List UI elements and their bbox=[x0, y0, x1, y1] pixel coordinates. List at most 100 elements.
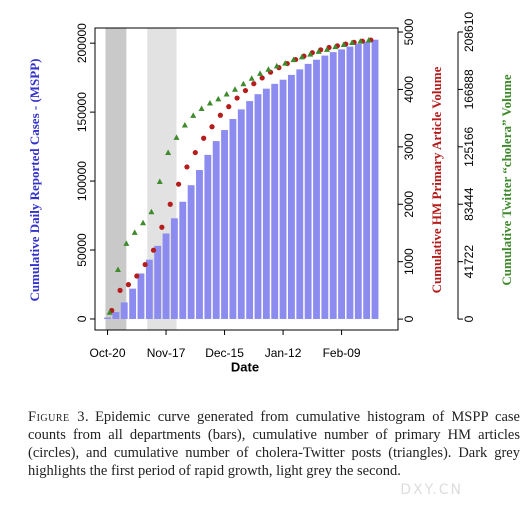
triangle-point bbox=[323, 46, 330, 52]
bar bbox=[354, 43, 362, 319]
y2-tick-label: 0 bbox=[402, 315, 416, 322]
x-tick-label: Dec-15 bbox=[205, 346, 244, 360]
triangle-point bbox=[156, 178, 163, 184]
bar bbox=[162, 233, 170, 319]
triangle-point bbox=[181, 122, 188, 128]
circle-point bbox=[117, 287, 123, 293]
circle-point bbox=[125, 282, 132, 288]
triangle-point bbox=[223, 91, 230, 97]
triangle-point bbox=[349, 39, 356, 45]
caption-text: Epidemic curve generated from cumulative… bbox=[28, 409, 520, 479]
triangle-point bbox=[340, 41, 347, 48]
x-axis-title: Date bbox=[231, 359, 259, 374]
circle-point bbox=[175, 181, 182, 187]
x-tick-label: Feb-09 bbox=[323, 346, 361, 360]
chart: Date Cumulative Daily Reported Cases - (… bbox=[27, 12, 514, 375]
bar bbox=[279, 79, 287, 319]
bar bbox=[371, 39, 379, 319]
bar bbox=[237, 109, 245, 319]
bar bbox=[363, 41, 371, 319]
triangle-point bbox=[114, 266, 121, 273]
bar bbox=[145, 259, 153, 319]
circle-point bbox=[201, 135, 207, 141]
triangle-point bbox=[190, 112, 197, 118]
bar bbox=[129, 288, 137, 319]
triangle-point bbox=[198, 105, 205, 112]
triangle-point bbox=[123, 240, 130, 246]
x-tick-label: Oct-20 bbox=[90, 346, 126, 360]
triangle-point bbox=[206, 100, 213, 106]
y2-tick-label: 4000 bbox=[402, 76, 416, 103]
y-tick-label: 100000 bbox=[75, 161, 89, 201]
y-tick-label: 50000 bbox=[75, 233, 89, 267]
bar bbox=[321, 55, 329, 319]
bar bbox=[304, 63, 312, 319]
bar bbox=[338, 49, 346, 319]
triangle-point bbox=[315, 48, 322, 54]
y3-tick-label: 125166 bbox=[462, 126, 476, 166]
bar bbox=[204, 154, 212, 319]
y-tick-label: 0 bbox=[75, 315, 89, 322]
circle-point bbox=[209, 124, 215, 130]
bar bbox=[137, 273, 145, 319]
triangle-point bbox=[148, 208, 155, 215]
circle-point bbox=[217, 112, 223, 118]
triangle-point bbox=[265, 66, 272, 72]
y2-tick-label: 3000 bbox=[402, 133, 416, 160]
circle-point bbox=[167, 201, 173, 207]
triangle-point bbox=[298, 53, 305, 60]
bar bbox=[212, 141, 220, 319]
circle-point bbox=[192, 149, 198, 156]
bar bbox=[229, 119, 237, 319]
triangle-point bbox=[106, 309, 113, 315]
circle-point bbox=[159, 224, 165, 230]
bar bbox=[154, 245, 162, 319]
y2-axis-title: Cumulative HM Primary Article Volume bbox=[429, 66, 444, 293]
bar bbox=[120, 302, 128, 319]
y2-tick-label: 2000 bbox=[402, 191, 416, 218]
circle-point bbox=[150, 247, 157, 253]
triangle-point bbox=[290, 56, 297, 63]
bar bbox=[179, 201, 187, 319]
y2-tick-label: 5000 bbox=[402, 18, 416, 45]
bar bbox=[196, 170, 203, 319]
circle-point bbox=[134, 273, 140, 279]
circle-point bbox=[142, 261, 148, 268]
x-tick-label: Nov-17 bbox=[147, 346, 186, 360]
y3-axis-title: Cumulative Twitter “cholera” Volume bbox=[499, 74, 514, 285]
y3-tick-label: 166888 bbox=[462, 69, 476, 109]
triangle-point bbox=[173, 134, 180, 140]
triangle-point bbox=[357, 38, 364, 44]
highlight-band bbox=[105, 28, 127, 330]
triangle-point bbox=[257, 70, 264, 76]
circle-point bbox=[259, 75, 265, 81]
y-axis-title: Cumulative Daily Reported Cases - (MSPP) bbox=[27, 59, 42, 302]
bar bbox=[271, 83, 279, 319]
y-tick-label: 150000 bbox=[75, 92, 89, 132]
triangle-point bbox=[273, 62, 280, 69]
y3-tick-label: 0 bbox=[462, 315, 476, 322]
circle-point bbox=[226, 104, 232, 110]
y-tick-label: 200000 bbox=[75, 23, 89, 63]
y3-tick-label: 41722 bbox=[462, 245, 476, 279]
y3-tick-label: 208610 bbox=[462, 12, 476, 52]
watermark: DXY.CN bbox=[400, 482, 463, 498]
bar bbox=[170, 218, 178, 319]
bar bbox=[288, 74, 295, 319]
bar bbox=[262, 88, 270, 319]
bar bbox=[346, 46, 354, 319]
triangle-point bbox=[131, 229, 138, 235]
bar bbox=[313, 59, 320, 319]
circle-point bbox=[184, 164, 190, 170]
triangle-point bbox=[282, 60, 289, 66]
y2-tick-label: 1000 bbox=[402, 248, 416, 275]
circle-point bbox=[234, 95, 240, 101]
bar bbox=[254, 94, 262, 319]
triangle-point bbox=[332, 43, 339, 50]
bar bbox=[296, 69, 304, 319]
triangle-point bbox=[232, 86, 239, 92]
circle-point bbox=[251, 81, 257, 87]
triangle-point bbox=[215, 95, 222, 102]
triangle-point bbox=[307, 51, 314, 57]
